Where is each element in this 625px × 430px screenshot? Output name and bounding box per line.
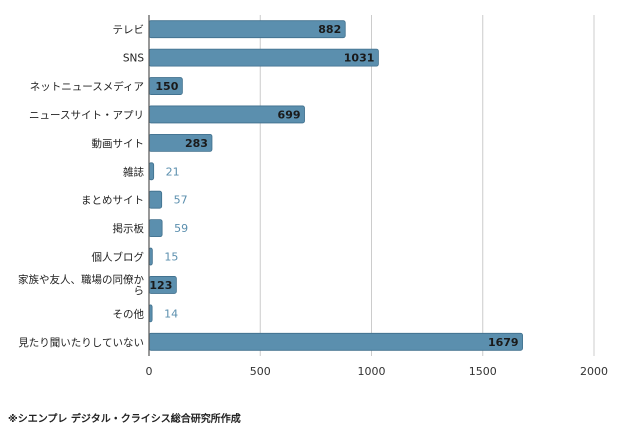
category-label: テレビ: [113, 24, 145, 36]
value-label: 57: [174, 194, 188, 207]
x-tick-label: 2000: [580, 365, 608, 378]
x-tick-label: 1500: [469, 365, 497, 378]
category-label: ネットニュースメディア: [30, 80, 144, 93]
value-label: 14: [164, 307, 178, 320]
value-label: 699: [278, 108, 301, 121]
x-tick-label: 1000: [358, 365, 386, 378]
category-label: 掲示板: [113, 222, 145, 235]
value-label: 283: [185, 137, 208, 150]
category-label: 見たり聞いたりしていない: [18, 337, 144, 349]
category-label: まとめサイト: [81, 195, 144, 207]
category-label: ニュースサイト・アプリ: [29, 109, 144, 121]
value-label: 150: [155, 80, 178, 93]
value-label: 1031: [344, 52, 375, 65]
category-label: 雑誌: [123, 165, 144, 178]
value-label: 21: [166, 165, 180, 178]
category-label: 家族や友人、職場の同僚から: [18, 273, 144, 297]
source-footnote: ※シエンプレ デジタル・クライシス総合研究所作成: [8, 414, 241, 425]
x-tick-label: 500: [250, 365, 271, 378]
x-tick-label: 0: [146, 365, 153, 378]
value-label: 123: [149, 279, 172, 292]
bar: [148, 219, 163, 238]
category-label: その他: [113, 307, 145, 320]
bar: [148, 162, 155, 181]
category-label: SNS: [123, 53, 145, 65]
category-label: 動画サイト: [92, 137, 145, 150]
value-label: 59: [174, 222, 188, 235]
bar: [148, 332, 523, 351]
bar: [148, 20, 346, 39]
category-label: 個人ブログ: [92, 251, 145, 264]
bar: [148, 190, 163, 209]
value-label: 882: [318, 23, 341, 36]
value-label: 1679: [488, 336, 519, 349]
value-label: 15: [164, 251, 178, 264]
